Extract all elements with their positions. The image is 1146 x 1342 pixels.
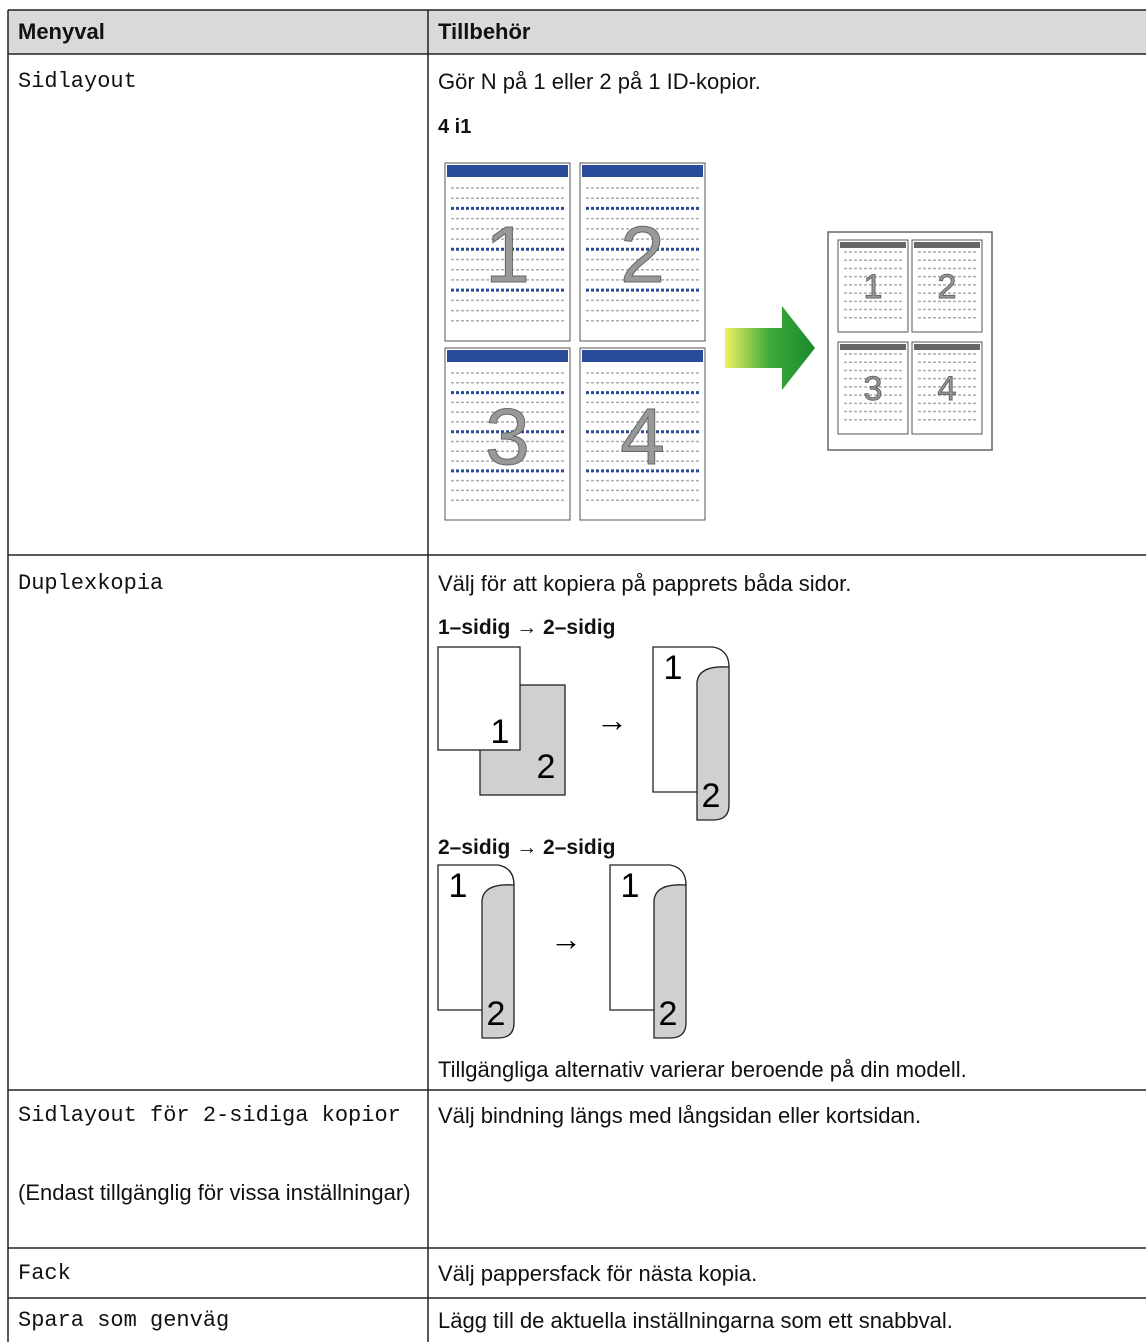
page [579,347,706,521]
page-header [582,350,703,362]
page [444,347,571,521]
page-number: 3 [864,370,883,408]
page [911,341,983,435]
page-header [840,344,906,350]
page-number: 1 [664,649,683,687]
menu-item: Duplexkopia [18,571,164,596]
folded-page-back [481,884,515,1039]
header-cell: Menyval [18,19,105,44]
note: (Endast tillgänglig för vissa inställnin… [18,1180,411,1205]
page-number: 2 [702,777,721,815]
page-number: 1 [864,268,883,306]
page-number: 4 [938,370,957,408]
page-header [840,242,906,248]
page [837,341,909,435]
page-number: 2 [620,210,665,299]
table-grid [7,9,1146,1342]
arrow-symbol: → [596,702,628,738]
page [579,162,706,342]
header-bg [8,10,1146,54]
page-number: 1 [449,867,468,905]
page-number: 2 [659,995,678,1033]
description: Välj pappersfack för nästa kopia. [438,1261,758,1286]
page-number: 3 [485,392,530,481]
figure-caption: 2–sidig → 2–sidig [438,836,616,859]
page-header [582,165,703,177]
menu-item: Sidlayout för 2-sidiga kopior [18,1103,401,1128]
menu-item: Sidlayout [18,69,137,94]
arrow [725,306,815,390]
menu-item: Fack [18,1261,71,1286]
page-number: 1 [485,210,530,299]
page [837,239,909,333]
page-number: 4 [620,392,665,481]
page [911,239,983,333]
description: Lägg till de aktuella inställningarna so… [438,1308,953,1333]
sheet-front [437,646,521,751]
page-number: 1 [621,867,640,905]
page-number: 2 [938,268,957,306]
figure-caption: 1–sidig → 2–sidig [438,616,616,639]
page-header [914,242,980,248]
page-number: 2 [487,995,506,1033]
folded-page-back [653,884,687,1039]
page-number: 2 [537,748,556,786]
arrow-symbol: → [550,921,582,957]
description: Välj bindning längs med långsidan eller … [438,1103,922,1128]
page-header [447,165,568,177]
header-cell: Tillbehör [438,19,531,44]
page-number: 1 [491,713,510,751]
footnote: Tillgängliga alternativ varierar beroend… [438,1057,967,1082]
page-header [447,350,568,362]
page-header [914,344,980,350]
page [444,162,571,342]
description: Gör N på 1 eller 2 på 1 ID-kopior. [438,69,761,94]
folded-page-back [696,666,730,821]
menu-item: Spara som genväg [18,1308,230,1333]
figure-caption: 4 i1 [438,116,472,138]
description: Välj för att kopiera på papprets båda si… [438,571,852,596]
